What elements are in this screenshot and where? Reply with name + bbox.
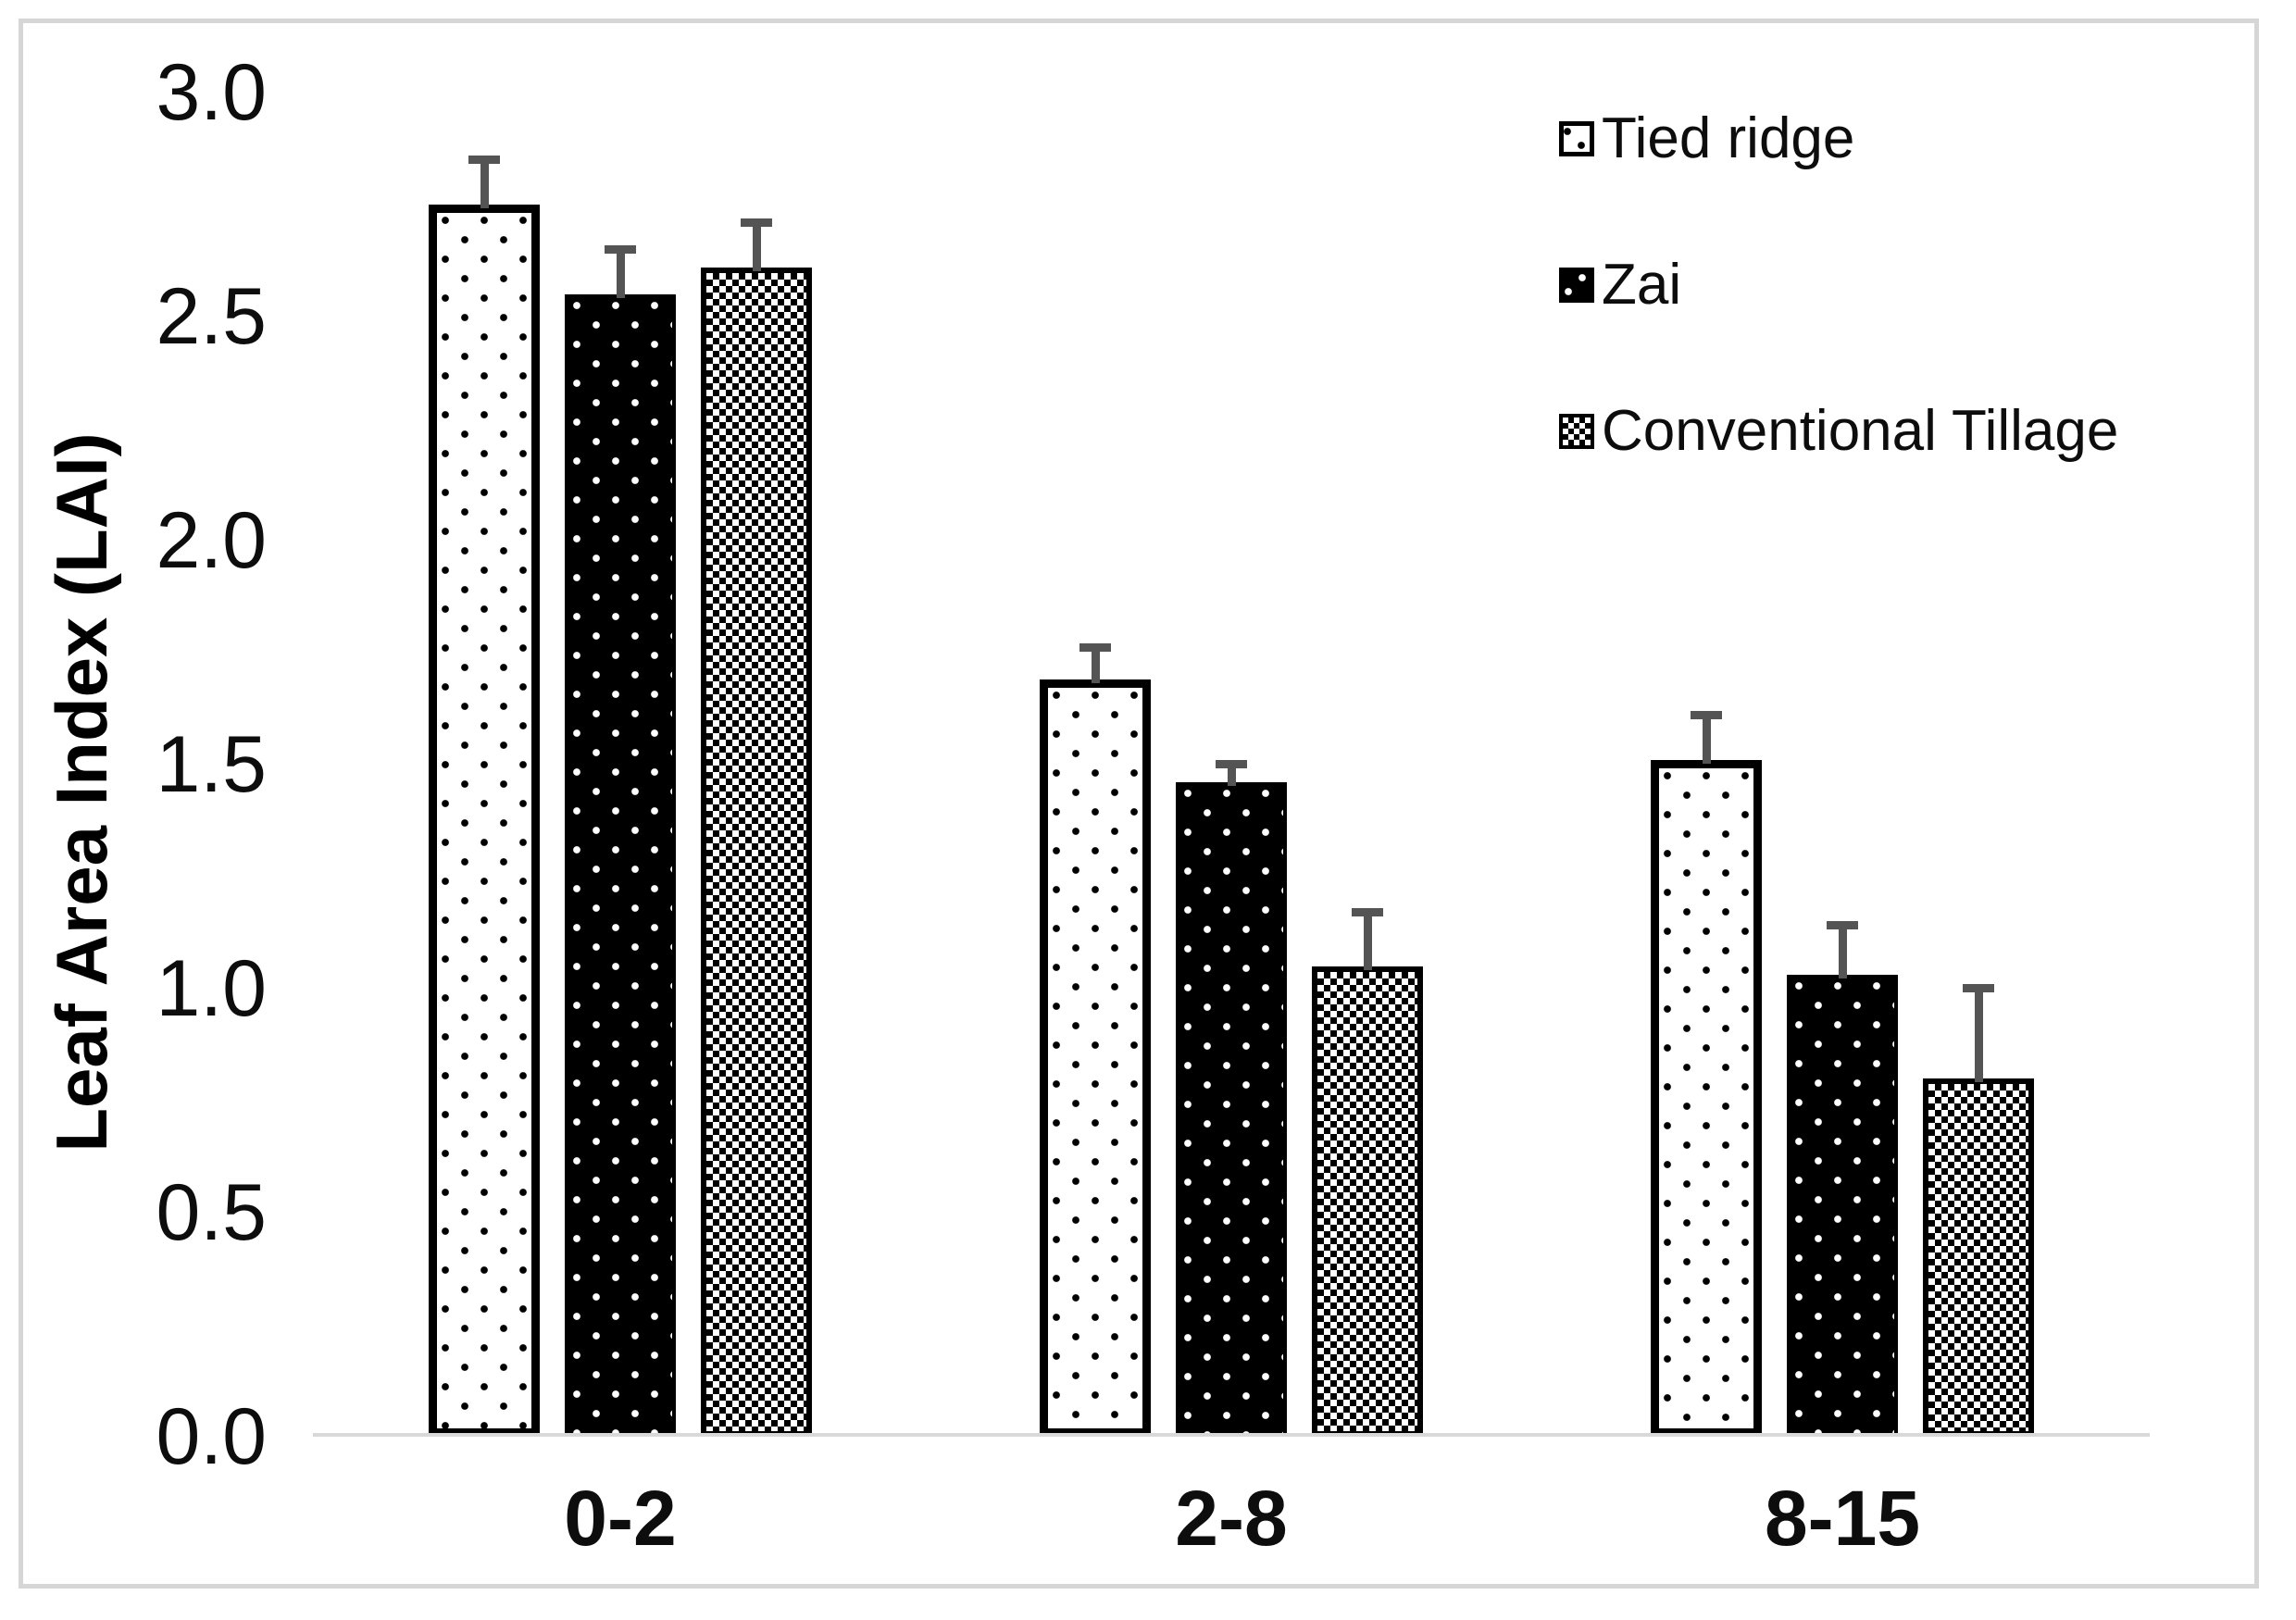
error-bar-stem-zai-8-15 [1838, 929, 1847, 978]
error-bar-stem-tied-ridge-2-8 [1091, 652, 1100, 683]
legend-swatch-conventional-tillage-icon [1559, 414, 1594, 449]
bar-conventional-tillage-0-2 [701, 268, 812, 1437]
error-bar-cap-tied-ridge-0-2 [468, 156, 500, 164]
bar-conventional-tillage-8-15 [1923, 1078, 2034, 1437]
figure-border [19, 19, 2259, 1589]
legend-item-zai: Zai [1559, 255, 1681, 316]
error-bar-cap-zai-0-2 [605, 245, 636, 254]
error-bar-cap-conventional-tillage-2-8 [1352, 908, 1383, 916]
bar-zai-2-8 [1176, 782, 1287, 1437]
y-tick-label-3-0: 3.0 [156, 48, 267, 137]
legend-swatch-zai-icon [1559, 268, 1594, 303]
y-tick-label-0-0: 0.0 [156, 1392, 267, 1481]
legend-swatch-tied-ridge-icon [1559, 121, 1594, 156]
error-bar-cap-zai-2-8 [1216, 760, 1247, 768]
legend-item-tied-ridge: Tied ridge [1559, 108, 1854, 169]
error-bar-cap-zai-8-15 [1827, 921, 1858, 929]
y-tick-label-2-0: 2.0 [156, 496, 267, 585]
y-tick-label-1-0: 1.0 [156, 944, 267, 1033]
error-bar-stem-conventional-tillage-2-8 [1363, 916, 1372, 970]
error-bar-stem-tied-ridge-8-15 [1702, 719, 1711, 764]
x-category-label-8-15: 8-15 [1764, 1475, 1921, 1562]
bar-tied-ridge-0-2 [429, 205, 540, 1437]
legend-label-tied-ridge: Tied ridge [1602, 106, 1855, 170]
bar-zai-0-2 [565, 294, 676, 1437]
error-bar-stem-conventional-tillage-0-2 [752, 227, 761, 271]
error-bar-stem-zai-0-2 [616, 254, 625, 298]
x-category-label-2-8: 2-8 [1175, 1475, 1288, 1562]
x-axis-line [313, 1433, 2150, 1437]
error-bar-cap-conventional-tillage-8-15 [1963, 984, 1994, 992]
error-bar-cap-tied-ridge-8-15 [1691, 711, 1722, 719]
error-bar-cap-tied-ridge-2-8 [1079, 643, 1111, 652]
bar-zai-8-15 [1787, 975, 1898, 1437]
error-bar-cap-conventional-tillage-0-2 [741, 218, 772, 227]
y-tick-label-0-5: 0.5 [156, 1168, 267, 1257]
error-bar-stem-conventional-tillage-8-15 [1974, 992, 1983, 1082]
legend-label-zai: Zai [1602, 253, 1682, 317]
x-category-label-0-2: 0-2 [564, 1475, 677, 1562]
bar-conventional-tillage-2-8 [1312, 966, 1423, 1437]
error-bar-stem-tied-ridge-0-2 [480, 164, 489, 208]
legend-item-conventional-tillage: Conventional Tillage [1559, 401, 2118, 462]
bar-tied-ridge-2-8 [1040, 679, 1151, 1437]
y-tick-label-2-5: 2.5 [156, 272, 267, 361]
y-tick-label-1-5: 1.5 [156, 720, 267, 809]
bar-tied-ridge-8-15 [1651, 760, 1762, 1437]
legend-label-conventional-tillage: Conventional Tillage [1602, 399, 2119, 463]
error-bar-stem-zai-2-8 [1227, 768, 1236, 786]
